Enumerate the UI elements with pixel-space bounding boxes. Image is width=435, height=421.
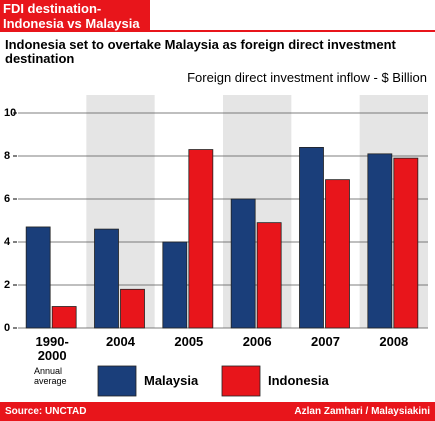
bar bbox=[94, 228, 119, 329]
legend-label: Indonesia bbox=[268, 373, 329, 388]
bar bbox=[393, 157, 419, 329]
bar bbox=[325, 179, 350, 329]
y-tick-label: 4 bbox=[4, 236, 11, 248]
x-tick-label: 2007 bbox=[311, 334, 340, 349]
y-tick-label: 10 bbox=[4, 107, 16, 119]
y-tick-label: 0 bbox=[4, 322, 10, 334]
x-tick-label: 2005 bbox=[174, 334, 204, 349]
credit: Azlan Zamhari / Malaysiakini bbox=[294, 406, 430, 417]
footer: Source: UNCTAD Azlan Zamhari / Malaysiak… bbox=[0, 402, 435, 421]
x-tick-label: 2006 bbox=[242, 334, 272, 349]
x-tick-label: 1990-2000 bbox=[35, 334, 69, 363]
y-tick-label: 6 bbox=[4, 193, 10, 205]
x-tick-label: 2008 bbox=[379, 334, 409, 349]
chart-subtitle: Indonesia set to overtake Malaysia as fo… bbox=[5, 37, 396, 66]
y-axis-label: Foreign direct investment inflow - $ Bil… bbox=[187, 70, 427, 85]
bar bbox=[25, 226, 51, 329]
bar bbox=[51, 306, 77, 329]
annotation: Annual average bbox=[34, 366, 67, 386]
y-tick-label: 8 bbox=[4, 150, 10, 162]
bar bbox=[299, 146, 324, 329]
legend-label: Malaysia bbox=[144, 373, 199, 388]
bar bbox=[367, 153, 393, 329]
bar bbox=[230, 198, 256, 329]
legend-swatch bbox=[221, 365, 261, 397]
source: Source: UNCTAD bbox=[5, 406, 87, 417]
y-tick-label: 2 bbox=[4, 279, 10, 291]
chart-title: FDI destination-Indonesia vs Malaysia bbox=[0, 0, 150, 32]
legend-swatch bbox=[97, 365, 137, 397]
x-tick-label: 2004 bbox=[106, 334, 135, 349]
bar bbox=[256, 222, 282, 329]
bar bbox=[120, 288, 145, 329]
bar bbox=[162, 241, 188, 329]
bar bbox=[188, 149, 214, 329]
